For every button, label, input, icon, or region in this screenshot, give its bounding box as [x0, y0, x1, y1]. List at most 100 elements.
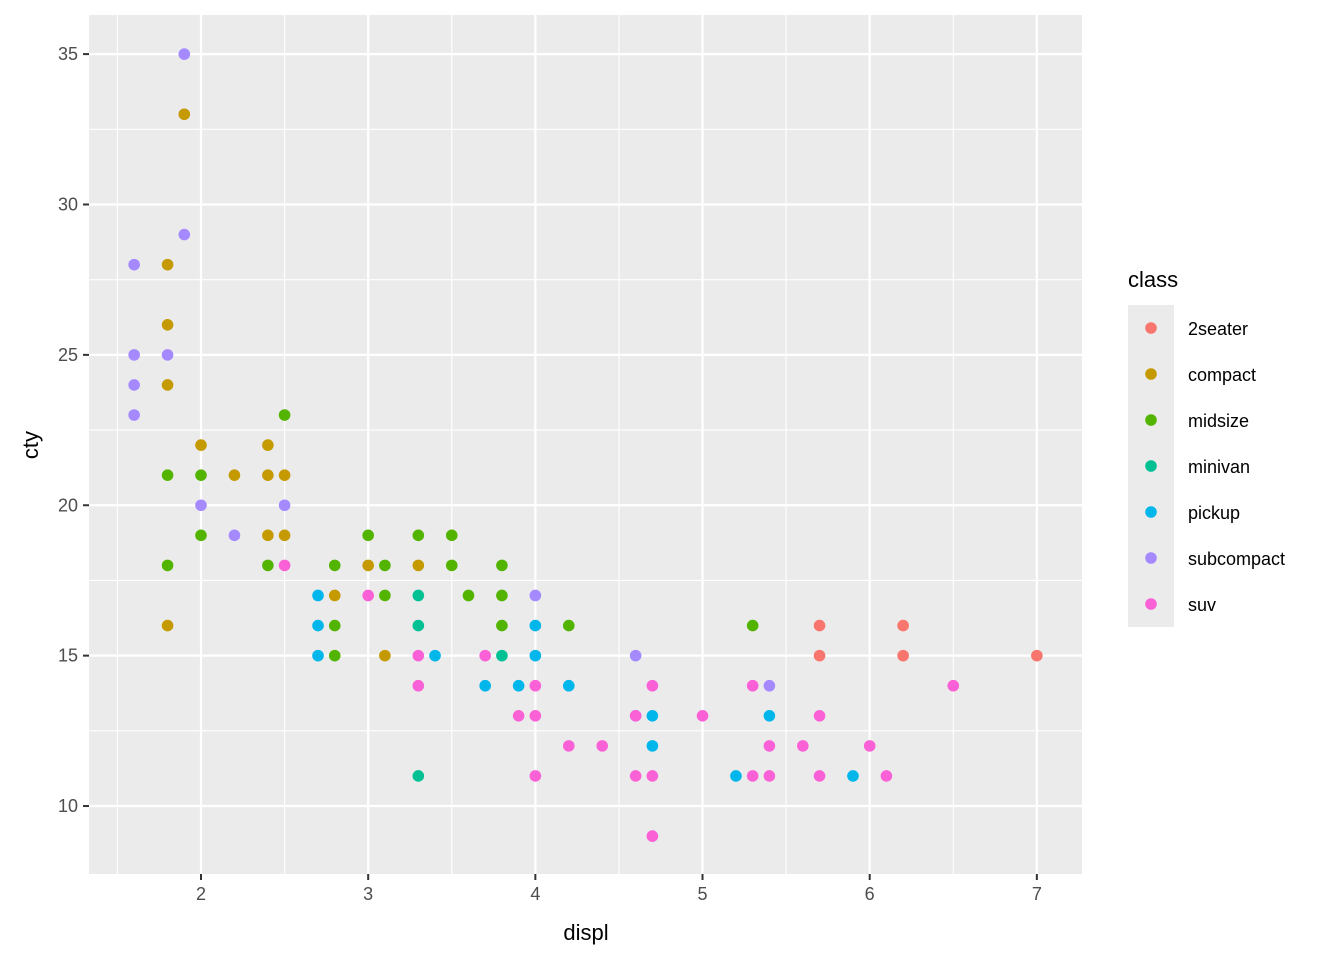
legend-label-midsize: midsize	[1188, 411, 1249, 431]
point-compact	[228, 469, 241, 481]
y-tick-label: 30	[58, 194, 78, 214]
point-subcompact	[161, 349, 174, 361]
x-tick-label: 7	[1032, 884, 1042, 904]
point-subcompact	[128, 258, 140, 271]
point-midsize	[496, 559, 508, 572]
point-suv	[863, 740, 876, 752]
legend-label-suv: suv	[1188, 595, 1216, 615]
legend-label-pickup: pickup	[1188, 503, 1240, 523]
plot-panel	[89, 15, 1082, 874]
point-pickup	[646, 740, 659, 752]
point-minivan	[412, 589, 425, 602]
point-compact	[262, 469, 274, 481]
point-midsize	[262, 559, 274, 572]
point-midsize	[362, 529, 374, 542]
point-midsize	[278, 409, 291, 421]
point-subcompact	[128, 349, 140, 361]
point-suv	[529, 709, 542, 722]
x-tick-label: 5	[698, 884, 708, 904]
point-pickup	[479, 679, 491, 692]
point-suv	[813, 770, 826, 782]
y-tick-label: 35	[58, 44, 78, 64]
point-suv	[763, 740, 776, 752]
point-compact	[262, 439, 274, 451]
point-pickup	[847, 770, 859, 782]
point-midsize	[328, 559, 341, 572]
point-suv	[763, 770, 776, 782]
point-midsize	[161, 559, 174, 572]
point-pickup	[429, 649, 441, 662]
point-2seater	[897, 619, 909, 632]
point-2seater	[813, 649, 826, 662]
point-suv	[797, 740, 809, 752]
point-subcompact	[178, 48, 191, 60]
point-compact	[328, 589, 341, 602]
point-midsize	[379, 559, 391, 572]
point-compact	[278, 469, 291, 481]
legend-key-subcompact	[1145, 552, 1157, 564]
point-compact	[379, 649, 391, 662]
point-compact	[161, 318, 174, 331]
point-suv	[646, 770, 659, 782]
legend-key-midsize	[1145, 414, 1157, 426]
point-2seater	[897, 649, 909, 662]
x-tick-label: 6	[865, 884, 875, 904]
point-midsize	[496, 589, 508, 602]
point-pickup	[763, 709, 776, 722]
point-subcompact	[763, 679, 776, 692]
legend-label-2seater: 2seater	[1188, 319, 1248, 339]
point-suv	[629, 770, 642, 782]
legend-key-pickup	[1145, 506, 1157, 518]
point-2seater	[813, 619, 826, 632]
point-midsize	[462, 589, 475, 602]
point-suv	[479, 649, 491, 662]
point-suv	[529, 679, 542, 692]
legend-key-2seater	[1145, 322, 1157, 334]
legend-label-compact: compact	[1188, 365, 1256, 385]
point-compact	[178, 108, 191, 121]
point-midsize	[445, 559, 458, 572]
point-2seater	[1031, 649, 1043, 662]
point-minivan	[496, 649, 508, 662]
y-tick-label: 20	[58, 495, 78, 515]
point-midsize	[746, 619, 759, 632]
point-midsize	[496, 619, 508, 632]
point-subcompact	[529, 589, 542, 602]
point-subcompact	[195, 499, 207, 512]
legend-label-minivan: minivan	[1188, 457, 1250, 477]
point-midsize	[445, 529, 458, 542]
x-axis-label: displ	[563, 920, 608, 945]
point-minivan	[412, 770, 425, 782]
y-tick-label: 15	[58, 646, 78, 666]
data-points	[128, 48, 1043, 842]
point-suv	[412, 649, 425, 662]
point-suv	[646, 679, 659, 692]
point-pickup	[512, 679, 525, 692]
point-subcompact	[228, 529, 241, 542]
point-midsize	[412, 529, 425, 542]
point-subcompact	[178, 228, 191, 241]
point-subcompact	[278, 499, 291, 512]
legend-label-subcompact: subcompact	[1188, 549, 1285, 569]
legend: class 2seater compact midsize minivan pickup…	[1128, 267, 1285, 627]
point-pickup	[312, 649, 324, 662]
legend-title: class	[1128, 267, 1178, 292]
point-compact	[161, 258, 174, 271]
point-subcompact	[128, 379, 140, 391]
point-midsize	[328, 619, 341, 632]
point-suv	[947, 679, 960, 692]
point-suv	[880, 770, 893, 782]
point-midsize	[195, 529, 207, 542]
point-pickup	[646, 709, 659, 722]
legend-key-minivan	[1145, 460, 1157, 472]
point-compact	[161, 619, 174, 632]
point-suv	[746, 679, 759, 692]
x-tick-label: 3	[363, 884, 373, 904]
point-subcompact	[629, 649, 642, 662]
point-compact	[262, 529, 274, 542]
y-tick-label: 25	[58, 345, 78, 365]
point-midsize	[195, 469, 207, 481]
point-pickup	[730, 770, 742, 782]
point-midsize	[379, 589, 391, 602]
